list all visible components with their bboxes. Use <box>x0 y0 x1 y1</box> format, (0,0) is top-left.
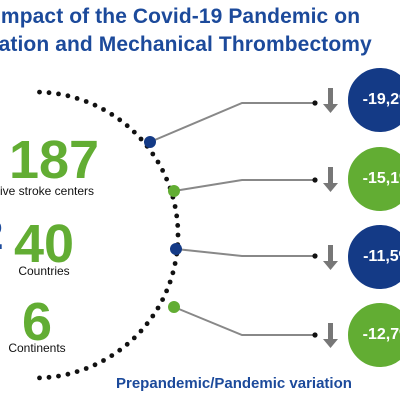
dotted-arc-dot <box>164 288 170 294</box>
dotted-arc-dot <box>172 261 178 266</box>
stat-label-centers: ive stroke centers <box>0 184 95 198</box>
dotted-arc-dot <box>167 279 173 285</box>
variation-circle-1: -19,2% <box>346 66 400 134</box>
dotted-arc-dot <box>138 328 144 334</box>
variation-value-3: -11,5% <box>363 248 400 265</box>
stat-label-continents: Continents <box>8 341 66 355</box>
dotted-arc-dot <box>46 374 52 380</box>
dotted-arc-dot <box>144 321 150 327</box>
dotted-arc-dot <box>150 151 156 157</box>
dotted-arc-dot <box>174 213 180 219</box>
dotted-arc-dot <box>117 347 123 353</box>
dotted-arc-dot <box>74 96 80 101</box>
dotted-arc-dot <box>109 353 115 358</box>
connector-line-4 <box>173 306 315 336</box>
variation-value-1: -19,2% <box>362 91 400 108</box>
connector-dot-3 <box>170 243 182 255</box>
dotted-arc-dot <box>37 89 42 95</box>
connector-dot-2 <box>168 185 180 197</box>
dotted-arc-dot <box>175 232 181 238</box>
down-arrow-icon <box>323 88 338 113</box>
dotted-arc-dot <box>172 204 178 209</box>
title-line-2: zation and Mechanical Thrombectomy <box>0 33 372 56</box>
dotted-arc-dot <box>109 112 115 117</box>
variation-value-2: -15,1% <box>362 170 400 187</box>
down-arrow-icon <box>323 167 338 192</box>
variation-circle-4: -12,7% <box>346 301 400 369</box>
end-dot-3 <box>312 253 318 259</box>
dotted-arc-dot <box>160 168 166 173</box>
connector-dot-4 <box>168 301 180 313</box>
title-line-1: Impact of the Covid-19 Pandemic on <box>0 5 361 28</box>
dotted-arc-dot <box>101 358 106 363</box>
dotted-arc-dot <box>56 91 61 97</box>
down-arrow-icon <box>323 323 338 348</box>
connector-line-1 <box>149 102 315 143</box>
dotted-arc-dot <box>150 313 156 319</box>
dotted-arc-dot <box>131 335 137 341</box>
dotted-arc-dot <box>37 375 42 381</box>
prefix-fragment-1: 2 <box>0 214 3 256</box>
dotted-arc-dot <box>65 93 71 99</box>
stat-value-countries: 40 <box>13 214 75 274</box>
dotted-arc-dot <box>155 159 161 165</box>
end-dot-2 <box>312 177 318 183</box>
dotted-arc-dot <box>56 373 61 379</box>
dotted-arc-dot <box>46 90 52 96</box>
connector-lines <box>149 102 315 336</box>
down-arrow-icon <box>323 245 338 270</box>
dotted-arc-dot <box>92 102 98 108</box>
dotted-arc-dot <box>155 305 161 311</box>
dotted-arc-dot <box>170 270 176 276</box>
variation-circle-2: -15,1% <box>346 145 400 213</box>
connector-line-3 <box>175 248 315 257</box>
connector-line-2 <box>173 179 315 192</box>
dotted-arc <box>37 89 181 381</box>
dotted-arc-dot <box>131 129 137 135</box>
variation-caption: Prepandemic/Pandemic variation <box>116 375 352 392</box>
dotted-arc-dot <box>124 123 130 129</box>
connector-dots <box>144 100 318 338</box>
dotted-arc-dot <box>117 117 123 123</box>
dotted-arc-dot <box>92 362 98 368</box>
stat-label-countries: Countries <box>18 264 70 278</box>
variation-value-4: -12,7% <box>362 326 400 343</box>
stat-value-continents: 6 <box>21 292 53 352</box>
dotted-arc-dot <box>124 341 130 347</box>
dotted-arc-dot <box>65 371 71 377</box>
dotted-arc-dot <box>83 366 89 371</box>
dotted-arc-dot <box>74 369 80 374</box>
stat-value-centers: 187 <box>8 130 100 190</box>
variation-circle-3: -11,5% <box>346 223 400 291</box>
connector-dot-1 <box>144 136 156 148</box>
end-dot-1 <box>312 100 318 106</box>
dotted-arc-dot <box>175 223 181 228</box>
dotted-arc-dot <box>138 136 144 142</box>
dotted-arc-dot <box>101 107 106 112</box>
dotted-arc-dot <box>83 99 89 104</box>
dotted-arc-dot <box>164 176 170 182</box>
dotted-arc-dot <box>160 297 166 302</box>
end-dot-4 <box>312 332 318 338</box>
